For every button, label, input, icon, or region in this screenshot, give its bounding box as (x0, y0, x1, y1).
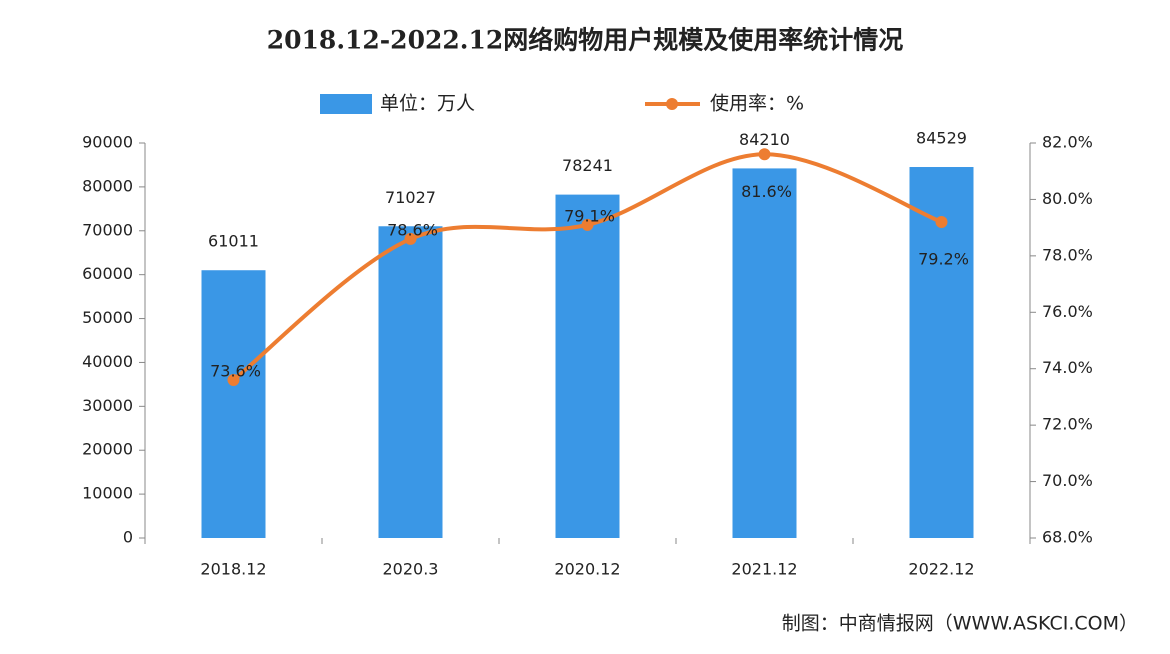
y-tick-label: 10000 (82, 484, 133, 503)
y-tick-label: 40000 (82, 352, 133, 371)
x-tick-label: 2018.12 (200, 560, 266, 579)
bar-label: 71027 (385, 188, 436, 207)
bar-label: 84529 (916, 129, 967, 148)
line-label: 81.6% (741, 182, 792, 201)
y-tick-label: 50000 (82, 308, 133, 327)
line-marker (581, 218, 594, 231)
y2-tick-label: 74.0% (1042, 358, 1093, 377)
line-label: 79.1% (564, 206, 615, 225)
line-label: 79.2% (918, 250, 969, 269)
x-tick-label: 2021.12 (731, 560, 797, 579)
y-tick-label: 80000 (82, 176, 133, 195)
line-marker (404, 232, 417, 245)
source: 制图：中商情报网（WWW.ASKCI.COM） (782, 613, 1138, 635)
bar (555, 194, 620, 538)
x-tick-label: 2020.3 (383, 560, 439, 579)
y-tick-label: 30000 (82, 396, 133, 415)
y2-tick-label: 70.0% (1042, 471, 1093, 490)
legend-label: 使用率：% (710, 93, 804, 115)
y2-tick-label: 72.0% (1042, 415, 1093, 434)
y2-tick-label: 76.0% (1042, 302, 1093, 321)
y2-tick-label: 78.0% (1042, 245, 1093, 264)
y2-tick-label: 80.0% (1042, 189, 1093, 208)
bar-label: 61011 (208, 232, 259, 251)
y2-tick-label: 68.0% (1042, 528, 1093, 547)
y2-tick-label: 82.0% (1042, 133, 1093, 152)
bar-label: 78241 (562, 156, 613, 175)
x-tick-label: 2022.12 (908, 560, 974, 579)
x-tick-label: 2020.12 (554, 560, 620, 579)
legend-marker (666, 98, 678, 110)
bar (732, 168, 797, 538)
line-label: 73.6% (210, 362, 261, 381)
bar (909, 167, 974, 539)
line-label: 78.6% (387, 220, 438, 239)
y-tick-label: 90000 (82, 133, 133, 152)
y-tick-label: 20000 (82, 440, 133, 459)
line-marker (758, 148, 771, 161)
chart-title: 2018.12-2022.12网络购物用户规模及使用率统计情况 (267, 26, 904, 55)
bar-label: 84210 (739, 130, 790, 149)
line-marker (935, 216, 948, 228)
bar (201, 270, 266, 538)
legend-label: 单位：万人 (380, 93, 475, 115)
y-tick-label: 60000 (82, 264, 133, 283)
legend-swatch (320, 94, 372, 114)
y-tick-label: 0 (123, 528, 133, 547)
y-tick-label: 70000 (82, 220, 133, 239)
bar (378, 226, 443, 538)
line-marker (227, 374, 240, 386)
